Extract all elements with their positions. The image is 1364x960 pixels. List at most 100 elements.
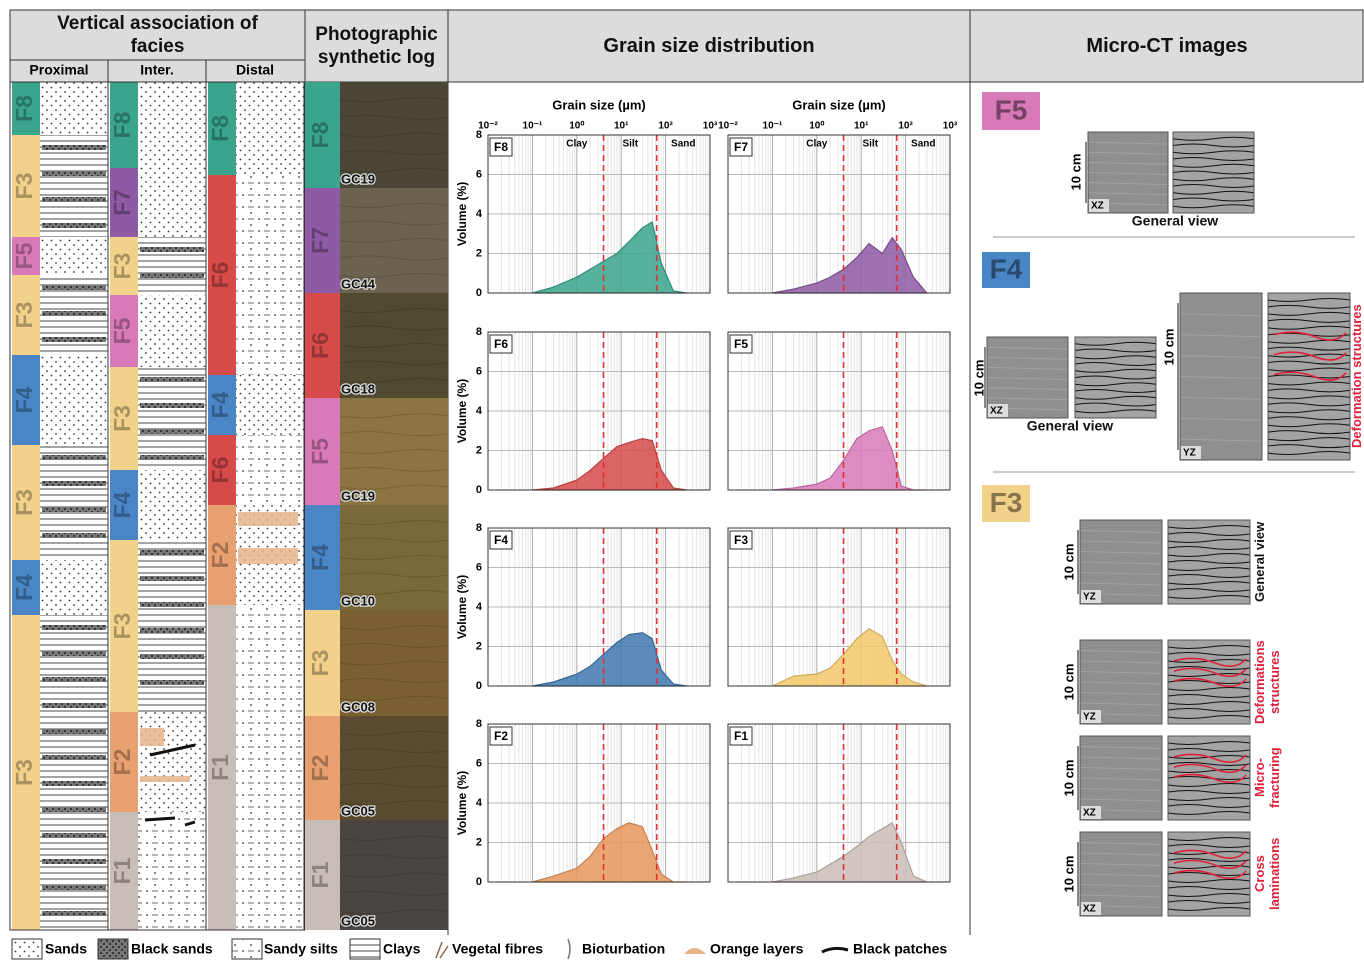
- lithology: [236, 605, 304, 930]
- header-microct: Micro-CT images: [971, 10, 1363, 82]
- caption: General view: [1027, 418, 1113, 434]
- x-axis-title: Grain size (µm): [792, 97, 885, 112]
- black-sand-band: [42, 885, 106, 890]
- plane-label: YZ: [1083, 712, 1096, 723]
- facies-label: F4: [109, 491, 135, 518]
- chart-tag: F8: [494, 140, 508, 154]
- scale-label: 10 cm: [971, 360, 986, 397]
- facies-box-label: F4: [990, 253, 1023, 284]
- lithology: [138, 168, 206, 237]
- lithology: [138, 540, 206, 712]
- figure: ProximalF8F3F5F3F4F3F4F3Inter.F8F7F3F5F3…: [0, 0, 1364, 960]
- lithology: [138, 470, 206, 540]
- facies-label: F6: [207, 457, 233, 484]
- x-tick-label: 10¹: [854, 121, 869, 132]
- black-sand-band: [42, 197, 106, 202]
- lithology: [236, 375, 304, 435]
- black-sand-band: [140, 654, 204, 659]
- chart-tag: F5: [734, 337, 748, 351]
- x-tick-label: 10⁻¹: [523, 121, 543, 132]
- legend-label: Vegetal fibres: [452, 941, 543, 957]
- facies-box-label: F3: [990, 487, 1023, 518]
- black-sand-band: [42, 703, 106, 708]
- chart-tag: F2: [494, 729, 508, 743]
- y-tick-label: 8: [476, 326, 482, 338]
- class-label: Sand: [671, 139, 695, 150]
- facies-label: F4: [207, 391, 233, 418]
- facies-label: F5: [109, 317, 135, 344]
- facies-label: F3: [11, 173, 37, 200]
- orange-layer: [140, 728, 164, 746]
- sample-label: GC44: [341, 276, 376, 291]
- caption: Micro-fracturing: [1252, 730, 1282, 826]
- lithology: [236, 435, 304, 505]
- y-axis-title: Volume (%): [455, 379, 469, 443]
- lithology: [138, 712, 206, 812]
- x-tick-label: 10³: [703, 121, 718, 132]
- photo-facies-label: F2: [307, 755, 333, 782]
- facies-label: F5: [11, 242, 37, 269]
- black-sand-band: [42, 807, 106, 812]
- plane-label: XZ: [990, 406, 1003, 417]
- caption: Cross laminations: [1252, 826, 1282, 922]
- class-label: Clay: [566, 139, 588, 150]
- legend-icon: [684, 948, 706, 954]
- black-sand-band: [140, 403, 204, 408]
- facies-label: F3: [109, 253, 135, 280]
- black-sand-band: [42, 337, 106, 342]
- lithology: [40, 135, 108, 237]
- facies-box-label: F5: [995, 94, 1028, 125]
- black-sand-band: [42, 833, 106, 838]
- legend-label: Clays: [383, 941, 421, 957]
- facies-label: F4: [11, 386, 37, 413]
- scale-label: 10 cm: [1161, 329, 1176, 366]
- x-tick-label: 10⁰: [569, 121, 584, 132]
- y-axis-title: Volume (%): [455, 771, 469, 835]
- header-grain: Grain size distribution: [449, 10, 969, 82]
- lithology: [138, 812, 206, 930]
- legend-label: Bioturbation: [582, 941, 665, 957]
- x-tick-label: 10⁻¹: [763, 121, 783, 132]
- photo-facies-label: F6: [307, 332, 333, 359]
- y-tick-label: 8: [476, 522, 482, 534]
- sample-label: GC19: [341, 488, 375, 503]
- plane-label: XZ: [1083, 904, 1096, 915]
- black-sand-band: [42, 729, 106, 734]
- facies-label: F3: [11, 302, 37, 329]
- facies-label: F1: [207, 754, 233, 781]
- legend-icon: [350, 939, 380, 959]
- photo-facies-label: F8: [307, 121, 333, 148]
- black-sand-band: [42, 625, 106, 630]
- lithology: [138, 237, 206, 295]
- black-sand-band: [42, 145, 106, 150]
- plane-label: YZ: [1183, 448, 1196, 459]
- caption: Deformation structures: [1349, 293, 1364, 460]
- y-tick-label: 0: [476, 484, 482, 496]
- scale-label: 10 cm: [1061, 544, 1076, 581]
- facies-label: F3: [109, 613, 135, 640]
- x-tick-label: 10²: [898, 121, 913, 132]
- plane-label: XZ: [1091, 201, 1104, 212]
- scale-label: 10 cm: [1061, 664, 1076, 701]
- lithology: [40, 615, 108, 930]
- black-sand-band: [42, 677, 106, 682]
- caption: General view: [1132, 213, 1218, 229]
- orange-layer: [238, 512, 298, 526]
- y-tick-label: 6: [476, 757, 482, 769]
- orange-layer: [238, 548, 298, 564]
- plane-label: XZ: [1083, 808, 1096, 819]
- column-label: Inter.: [140, 62, 173, 78]
- black-sand-band: [42, 859, 106, 864]
- y-tick-label: 6: [476, 365, 482, 377]
- y-tick-label: 2: [476, 836, 482, 848]
- chart-tag: F6: [494, 337, 508, 351]
- legend-label: Sandy silts: [264, 941, 338, 957]
- black-sand-band: [42, 285, 106, 290]
- facies-label: F8: [109, 111, 135, 138]
- black-sand-band: [140, 576, 204, 581]
- facies-label: F2: [109, 749, 135, 776]
- facies-label: F6: [207, 262, 233, 289]
- orange-layer: [140, 776, 190, 782]
- black-sand-band: [42, 481, 106, 486]
- black-sand-band: [42, 651, 106, 656]
